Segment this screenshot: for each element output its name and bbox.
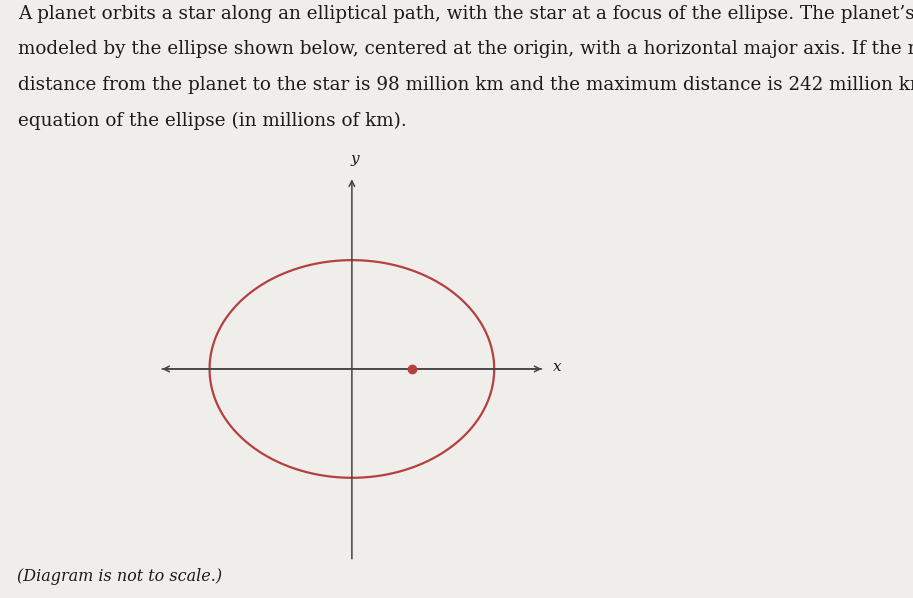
Text: (Diagram is not to scale.): (Diagram is not to scale.) xyxy=(17,568,223,585)
Text: y: y xyxy=(351,152,360,166)
Text: equation of the ellipse (in millions of km).: equation of the ellipse (in millions of … xyxy=(18,111,407,130)
Text: A planet orbits a star along an elliptical path, with the star at a focus of the: A planet orbits a star along an elliptic… xyxy=(18,5,913,23)
Text: distance from the planet to the star is 98 million km and the maximum distance i: distance from the planet to the star is … xyxy=(18,76,913,94)
Text: modeled by the ellipse shown below, centered at the origin, with a horizontal ma: modeled by the ellipse shown below, cent… xyxy=(18,41,913,59)
Text: x: x xyxy=(552,360,561,374)
